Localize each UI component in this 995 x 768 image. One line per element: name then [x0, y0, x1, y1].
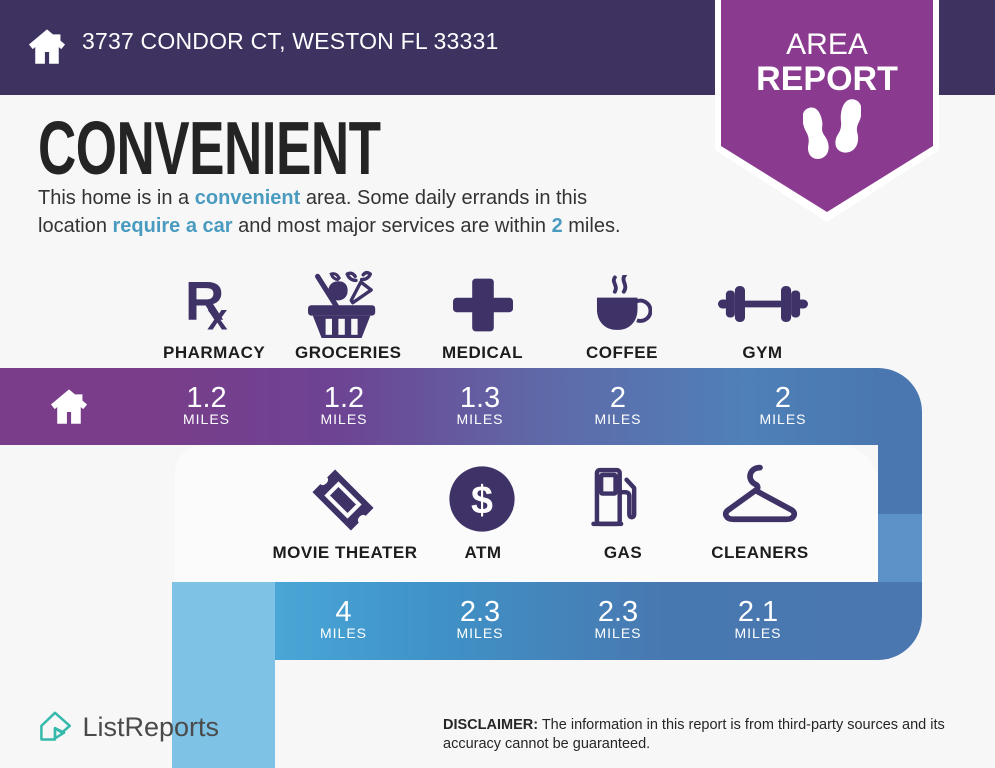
svg-text:x: x [207, 297, 228, 335]
svg-text:$: $ [471, 478, 493, 522]
